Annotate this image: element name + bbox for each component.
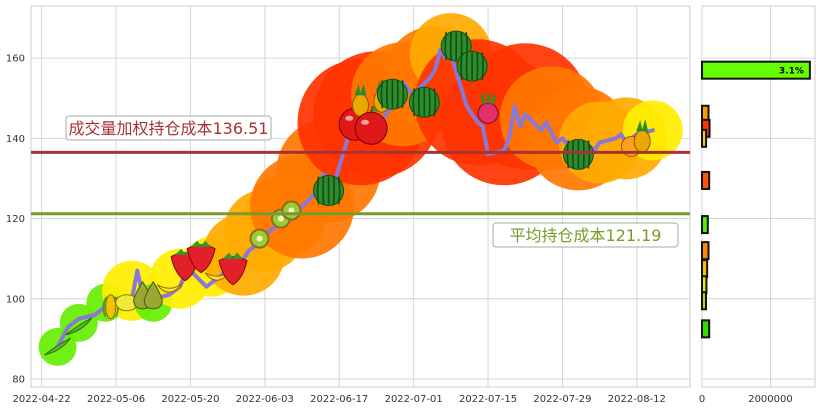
volume-bar xyxy=(701,60,811,80)
fruit-icons-layer xyxy=(44,30,651,356)
watermelon-stripe xyxy=(428,88,431,117)
watermelon-stripe xyxy=(412,88,416,117)
y-tick-label: 100 xyxy=(6,294,25,305)
x-tick-label: 2022-05-06 xyxy=(87,394,145,405)
cost-label: 成交量加权持仓成本136.51 xyxy=(69,119,269,138)
watermelon-stripe xyxy=(444,31,447,61)
watermelon-icon xyxy=(456,50,488,82)
radish-leaves xyxy=(480,93,497,105)
kiwi-core xyxy=(256,235,263,242)
watermelon-stripe xyxy=(566,140,570,169)
kiwi-core xyxy=(288,207,295,214)
watermelon-stripe xyxy=(401,80,405,109)
pineapple-body xyxy=(633,129,651,153)
x-tick-label: 2022-08-12 xyxy=(608,394,666,405)
watermelon-stripe xyxy=(433,88,437,117)
side-x-tick-label: 2000000 xyxy=(748,394,793,405)
watermelon-stripe xyxy=(418,88,421,117)
pear-icon xyxy=(143,280,163,310)
apple-highlight xyxy=(361,119,370,125)
strawberry-leaves xyxy=(223,252,243,259)
cost-lines-layer: 成交量加权持仓成本136.51 平均持仓成本121.19 xyxy=(31,115,690,248)
y-tick-label: 80 xyxy=(12,374,25,385)
cost-label-box xyxy=(492,222,679,248)
volume-bar xyxy=(701,170,711,190)
cost-label-box xyxy=(65,115,272,141)
banana-body xyxy=(156,282,184,293)
y-tick-label: 140 xyxy=(6,134,25,145)
apple-stem xyxy=(370,106,375,114)
x-tick-label: 2022-07-29 xyxy=(533,394,591,405)
y-axis-ticks: 80 100 120 140 160 xyxy=(6,54,25,386)
strawberry-icon xyxy=(186,240,216,274)
strawberry-leaves xyxy=(191,240,212,247)
volume-profile-bars: 3.1% xyxy=(701,60,811,339)
radish-body xyxy=(477,102,499,124)
strawberry-icon xyxy=(218,252,248,286)
watermelon-stripe xyxy=(481,52,484,81)
watermelon-stripe xyxy=(465,52,468,81)
watermelon-stripe xyxy=(460,52,463,81)
volume-bar xyxy=(701,275,708,295)
watermelon-stripe xyxy=(582,140,585,169)
pineapple-crown xyxy=(354,83,367,96)
side-x-tick-label: 0 xyxy=(699,394,705,405)
pear-body xyxy=(143,280,163,310)
strawberry-body xyxy=(218,256,248,286)
peas-icon xyxy=(44,337,72,356)
radish-icon xyxy=(477,93,499,124)
volume-bar xyxy=(701,215,709,235)
volume-bar xyxy=(701,128,708,148)
watermelon-stripe xyxy=(316,176,320,205)
watermelon-icon xyxy=(408,86,440,118)
x-tick-label: 2022-07-15 xyxy=(459,394,517,405)
kiwi-icon xyxy=(249,228,270,249)
volume-bar xyxy=(701,241,710,261)
watermelon-icon xyxy=(313,175,345,206)
volume-bar xyxy=(701,291,707,311)
watermelon-stripe xyxy=(386,80,389,109)
volume-bar xyxy=(701,319,711,339)
pineapple-icon xyxy=(633,119,651,153)
apple-highlight xyxy=(345,115,354,121)
pineapple-crown xyxy=(636,119,649,132)
peas-icon xyxy=(65,317,93,336)
banana-icon xyxy=(156,282,184,293)
peas-pod xyxy=(65,317,93,336)
peas-pod xyxy=(44,337,72,356)
watermelon-stripe xyxy=(587,140,591,169)
strawberry-body xyxy=(186,244,216,274)
volume-profile-x-ticks: 0 2000000 xyxy=(699,394,793,405)
watermelon-icon xyxy=(562,138,594,170)
x-tick-label: 2022-04-22 xyxy=(13,394,71,405)
x-tick-label: 2022-06-17 xyxy=(310,394,368,405)
watermelon-stripe xyxy=(449,32,452,61)
watermelon-stripe xyxy=(396,80,399,109)
volume-bar-label: 3.1% xyxy=(779,67,804,77)
y-tick-label: 160 xyxy=(6,54,25,65)
volume-bar xyxy=(701,259,709,279)
x-tick-label: 2022-06-03 xyxy=(236,394,294,405)
corn-icon xyxy=(102,294,119,320)
kiwi-icon xyxy=(281,200,302,221)
watermelon-stripe xyxy=(332,176,335,205)
x-tick-label: 2022-07-01 xyxy=(385,394,443,405)
y-tick-label: 120 xyxy=(6,214,25,225)
watermelon-stripe xyxy=(322,176,325,205)
watermelon-icon xyxy=(376,78,408,110)
cost-label: 平均持仓成本121.19 xyxy=(510,226,662,245)
watermelon-stripe xyxy=(337,176,341,205)
x-tick-label: 2022-05-20 xyxy=(161,394,219,405)
watermelon-stripe xyxy=(572,140,575,169)
watermelon-stripe xyxy=(380,80,384,109)
watermelon-stripe xyxy=(476,52,479,81)
kiwi-core xyxy=(277,215,284,222)
apple-body xyxy=(354,111,388,145)
x-axis-ticks: 2022-04-22 2022-05-06 2022-05-20 2022-06-03… xyxy=(13,394,666,405)
corn-cob xyxy=(105,294,117,320)
